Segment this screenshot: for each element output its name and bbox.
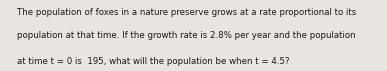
- Text: at time t = 0 is  195, what will the population be when t = 4.5?: at time t = 0 is 195, what will the popu…: [17, 57, 290, 66]
- Text: The population of foxes in a nature preserve grows at a rate proportional to its: The population of foxes in a nature pres…: [17, 8, 357, 17]
- Text: population at that time. If the growth rate is 2.8% per year and the population: population at that time. If the growth r…: [17, 31, 356, 40]
